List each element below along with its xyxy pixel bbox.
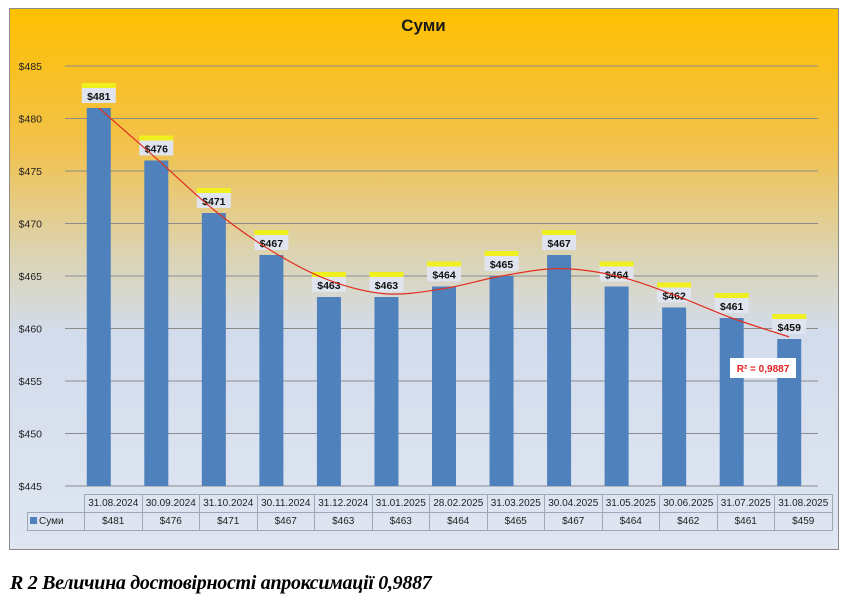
table-value-cell: $471 [199,512,258,531]
data-label: $481 [87,91,111,103]
plot-area: $445 $450 $455 $460 $465 $470 $475 $480 $485 $481… [19,61,818,493]
table-header-cell: 31.08.2025 [774,494,833,513]
r2-label: R² = 0,9887 [737,364,790,375]
table-header-cell: 31.08.2024 [84,494,143,513]
bar [547,255,572,486]
table-header-cell: 30.06.2025 [659,494,718,513]
bar [489,276,514,486]
y-tick-label: $465 [19,271,43,283]
bar [201,213,226,486]
y-tick-label: $455 [19,376,43,388]
data-label-highlight [196,188,231,193]
table-header-cell: 30.11.2024 [256,494,315,513]
y-tick-label: $450 [19,429,43,441]
bar [316,297,341,486]
table-value-cell: $465 [486,512,545,531]
data-label: $461 [720,301,744,313]
y-tick-label: $475 [19,166,43,178]
table-value-cell: $464 [601,512,660,531]
table-value-cell: $463 [371,512,430,531]
data-label-highlight [254,230,289,235]
table-value-cell: $481 [84,512,143,531]
legend-label: Суми [39,516,64,527]
data-label: $464 [432,270,456,282]
data-label: $463 [375,280,399,292]
data-label: $471 [202,196,226,208]
bar [86,108,111,486]
table-header-cell: 31.01.2025 [371,494,430,513]
bar [144,160,169,486]
data-label: $467 [260,238,284,250]
bar [259,255,284,486]
data-label-highlight [599,261,634,267]
table-header-cell: 31.10.2024 [199,494,258,513]
table-header-cell: 31.12.2024 [314,494,373,513]
data-label-bg [369,277,404,292]
table-header-cell: 30.09.2024 [141,494,200,513]
chart-title: Суми [401,16,446,35]
data-label: $467 [547,238,571,250]
data-label-highlight [772,314,807,319]
data-label-bg [542,235,577,250]
table-value-cell: $461 [716,512,775,531]
table-value-cell: $476 [141,512,200,531]
bar [432,286,456,486]
data-label-highlight [484,251,519,256]
table-header-cell: 28.02.2025 [429,494,488,513]
data-label-highlight [311,272,346,277]
data-label-bg [772,319,807,334]
data-label-bg [139,140,174,156]
y-tick-label: $445 [19,481,43,493]
data-label-bg [714,298,749,313]
table-header-cell: 31.05.2025 [601,494,660,513]
data-label-highlight [542,230,577,235]
table-value-cell: $467 [544,512,603,531]
table-value-cell: $464 [429,512,488,531]
bar [604,286,629,486]
table-corner [28,495,85,513]
data-label-bg [484,256,519,271]
y-tick-label: $470 [19,219,43,231]
data-label-highlight [139,135,174,141]
table-value-cell: $462 [659,512,718,531]
data-table: 31.08.2024 30.09.2024 31.10.2024 30.11.2024… [27,494,833,531]
table-value-cell: $459 [774,512,833,531]
bar [719,318,744,486]
legend-entry: Суми [27,512,85,531]
data-label-highlight [714,293,749,298]
data-label-bg [427,266,461,282]
data-label-bg [311,277,346,292]
data-label: $462 [662,291,686,303]
y-tick-label: $460 [19,324,43,336]
table-value-cell: $463 [314,512,373,531]
caption: R 2 Величина достовірності апроксимації … [10,572,432,594]
data-label-highlight [81,83,116,88]
data-label: $465 [490,259,514,271]
legend-swatch [30,517,37,524]
data-label: $459 [778,322,802,334]
data-label-bg [81,88,116,103]
data-label-highlight [657,282,692,288]
data-label-bg [196,193,231,208]
bar [374,297,399,486]
data-label-bg [254,235,289,250]
bar [662,307,687,486]
data-label: $476 [145,144,169,156]
trendline [98,107,790,338]
data-label-highlight [427,261,461,267]
data-label-highlight [369,272,404,277]
table-header-cell: 31.03.2025 [486,494,545,513]
y-tick-label: $480 [19,114,43,126]
y-tick-label: $485 [19,61,43,73]
data-label: $463 [317,280,341,292]
table-header-cell: 31.07.2025 [716,494,775,513]
table-value-cell: $467 [256,512,315,531]
table-header-cell: 30.04.2025 [544,494,603,513]
r2-label-bg [730,358,796,378]
